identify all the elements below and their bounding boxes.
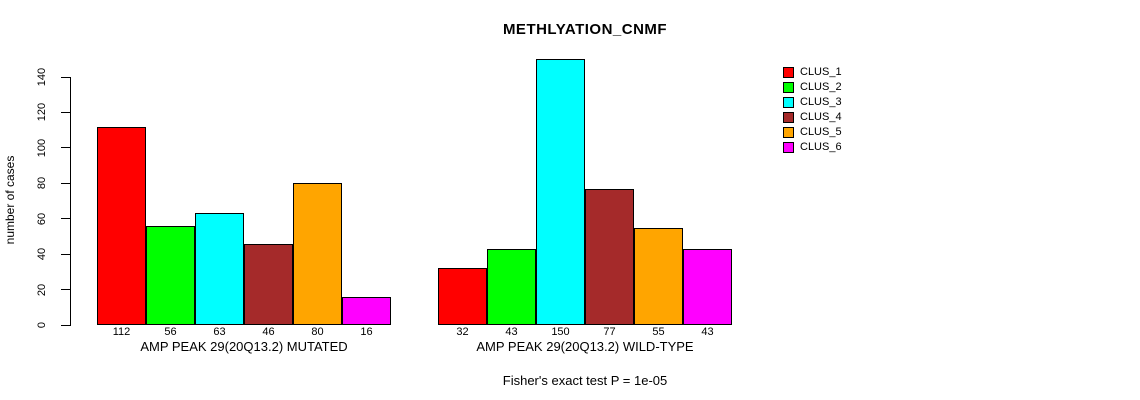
legend-color-swatch — [783, 67, 794, 78]
bar-value-label: 112 — [112, 326, 131, 338]
legend-color-swatch — [783, 142, 794, 153]
chart-title: METHLYATION_CNMF — [502, 21, 668, 38]
legend-item-label: CLUS_4 — [800, 111, 842, 123]
annotation-fisher-test: Fisher's exact test P = 1e-05 — [502, 373, 668, 388]
bar-value-label: 16 — [360, 326, 373, 338]
bar-value-label: 46 — [262, 326, 275, 338]
bar-clus_2-group1 — [146, 225, 195, 325]
legend-color-swatch — [783, 97, 794, 108]
bar-clus_5-group1 — [293, 183, 342, 325]
legend-item-label: CLUS_1 — [800, 66, 842, 78]
bar-clus_6-group1 — [342, 296, 391, 325]
bar-value-label: 56 — [164, 326, 177, 338]
y-tick-mark — [61, 76, 70, 78]
legend-item-clus_2: CLUS_2 — [783, 80, 842, 95]
legend-item-label: CLUS_5 — [800, 126, 842, 138]
y-tick-mark — [61, 253, 70, 255]
y-axis-line — [70, 77, 71, 326]
y-tick-label: 100 — [36, 138, 48, 158]
legend-item-clus_3: CLUS_3 — [783, 95, 842, 110]
y-tick-mark — [61, 147, 70, 149]
group-label-2: AMP PEAK 29(20Q13.2) WILD-TYPE — [476, 339, 694, 354]
y-tick-label: 20 — [36, 283, 48, 296]
legend-color-swatch — [783, 82, 794, 93]
bar-value-label: 150 — [551, 326, 570, 338]
legend-color-swatch — [783, 127, 794, 138]
legend: CLUS_1 CLUS_2 CLUS_3 CLUS_4 CLUS_5 CLUS_6 — [783, 65, 842, 155]
y-tick-mark — [61, 182, 70, 184]
legend-item-clus_5: CLUS_5 — [783, 125, 842, 140]
bar-clus_6-group2 — [683, 248, 732, 325]
bar-value-label: 43 — [505, 326, 518, 338]
bar-clus_2-group2 — [487, 248, 536, 325]
bar-value-label: 77 — [603, 326, 616, 338]
y-axis-label: number of cases — [3, 155, 17, 245]
y-tick-mark — [61, 218, 70, 220]
bar-value-label: 80 — [311, 326, 324, 338]
legend-item-label: CLUS_6 — [800, 141, 842, 153]
bar-clus_4-group1 — [244, 243, 293, 325]
bar-value-label: 43 — [701, 326, 714, 338]
y-tick-label: 60 — [36, 212, 48, 225]
y-tick-label: 0 — [36, 321, 48, 329]
y-tick-mark — [61, 324, 70, 326]
bar-value-label: 32 — [456, 326, 469, 338]
legend-item-clus_4: CLUS_4 — [783, 110, 842, 125]
bar-clus_5-group2 — [634, 227, 683, 325]
group-label-1: AMP PEAK 29(20Q13.2) MUTATED — [140, 339, 348, 354]
y-tick-label: 120 — [36, 103, 48, 122]
bar-clus_1-group2 — [438, 268, 487, 325]
y-tick-label: 40 — [36, 248, 48, 261]
bar-value-label: 63 — [213, 326, 226, 338]
legend-color-swatch — [783, 112, 794, 123]
bar-clus_3-group2 — [536, 59, 585, 325]
y-tick-label: 140 — [36, 67, 48, 87]
bar-clus_1-group1 — [97, 126, 146, 325]
bar-clus_3-group1 — [195, 213, 244, 325]
y-tick-mark — [61, 289, 70, 291]
y-tick-label: 80 — [36, 177, 48, 190]
bar-value-label: 55 — [652, 326, 665, 338]
legend-item-label: CLUS_2 — [800, 81, 842, 93]
bar-clus_4-group2 — [585, 188, 634, 325]
legend-item-label: CLUS_3 — [800, 96, 842, 108]
legend-item-clus_6: CLUS_6 — [783, 140, 842, 155]
y-tick-mark — [61, 111, 70, 113]
legend-item-clus_1: CLUS_1 — [783, 65, 842, 80]
